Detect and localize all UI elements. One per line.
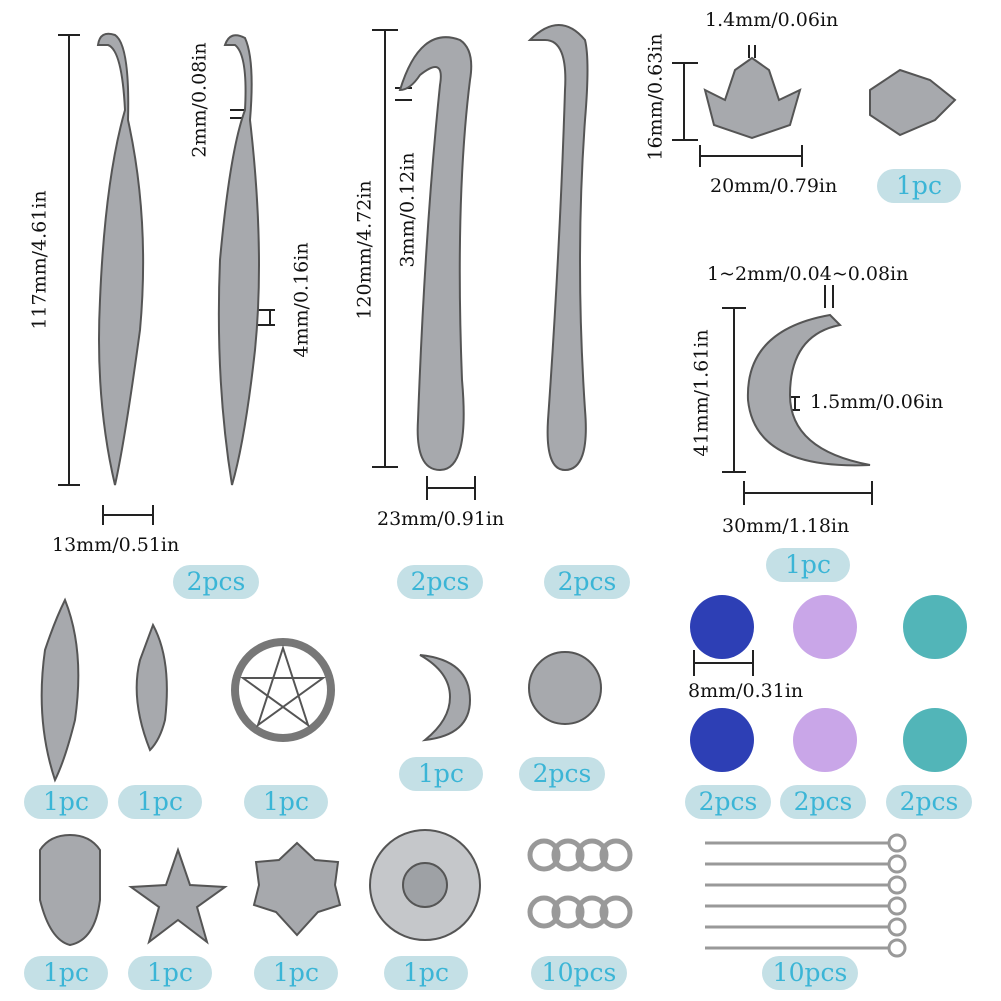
sun-charm-center: [402, 862, 448, 908]
dimension-label: 4mm/0.16in: [290, 242, 313, 358]
large-feather-charm: [40, 597, 80, 783]
lotus-charm: [703, 56, 802, 140]
lotus-charm-side: [869, 68, 957, 137]
quantity-badge: 1pc: [244, 785, 328, 819]
dimension-label: 1~2mm/0.04~0.08in: [707, 263, 909, 285]
small-feather-charm: [135, 622, 168, 752]
quantity-badge: 2pcs: [544, 565, 630, 599]
dimension-label: 117mm/4.61in: [28, 190, 51, 330]
purple-bead: [793, 708, 857, 772]
feather-bookmark-2: [217, 34, 260, 486]
quantity-badge: 1pc: [384, 956, 468, 990]
dimension-label: 3mm/0.12in: [396, 152, 419, 268]
quantity-badge: 2pcs: [780, 785, 866, 819]
quantity-badge: 1pc: [877, 169, 961, 203]
small-moon-charm: [419, 654, 472, 742]
dimension-label: 23mm/0.91in: [377, 508, 505, 530]
eye-pins: [705, 833, 907, 958]
turquoise-bead: [903, 708, 967, 772]
quantity-badge: 1pc: [766, 548, 850, 582]
quantity-badge: 2pcs: [685, 785, 771, 819]
quantity-badge: 1pc: [24, 785, 108, 819]
dimension-label: 16mm/0.63in: [644, 33, 667, 161]
chakra-charm: [252, 841, 342, 937]
quantity-badge: 2pcs: [519, 757, 605, 791]
quantity-badge: 2pcs: [173, 565, 259, 599]
beads: [690, 595, 967, 772]
swirl-connector: [528, 651, 602, 725]
pentagram-charm: [231, 638, 335, 742]
dimension-label: 1.4mm/0.06in: [705, 9, 839, 31]
star-charm: [128, 846, 228, 945]
quantity-badge: 1pc: [128, 956, 212, 990]
dimension-label: 20mm/0.79in: [710, 175, 838, 197]
dimension-label: 2mm/0.08in: [188, 42, 211, 158]
dimension-label: 1.5mm/0.06in: [810, 391, 944, 413]
quantity-badge: 2pcs: [886, 785, 972, 819]
purple-bead: [793, 595, 857, 659]
quantity-badge: 10pcs: [762, 956, 858, 990]
turquoise-bead: [903, 595, 967, 659]
quantity-badge: 2pcs: [397, 565, 483, 599]
dimension-label: 120mm/4.72in: [353, 180, 376, 320]
jump-rings: [527, 838, 633, 929]
quantity-badge: 1pc: [254, 956, 338, 990]
blue-bead: [690, 595, 754, 659]
dimension-label: 30mm/1.18in: [722, 515, 850, 537]
swirl-bookmark: [527, 24, 589, 472]
hamsa-charm: [39, 833, 101, 947]
feather-bookmark-1: [96, 32, 145, 486]
quantity-badge: 10pcs: [531, 956, 627, 990]
dimension-lines: [58, 29, 873, 676]
dimension-label: 8mm/0.31in: [688, 680, 804, 702]
quantity-badge: 1pc: [118, 785, 202, 819]
quantity-badge: 1pc: [399, 757, 483, 791]
dimension-label: 13mm/0.51in: [52, 534, 180, 556]
sun-bookmark: [398, 36, 473, 472]
quantity-badge: 1pc: [24, 956, 108, 990]
moon-pendant: [746, 313, 871, 467]
blue-bead: [690, 708, 754, 772]
dimension-label: 41mm/1.61in: [690, 329, 713, 457]
pentagram-star: [239, 644, 327, 728]
